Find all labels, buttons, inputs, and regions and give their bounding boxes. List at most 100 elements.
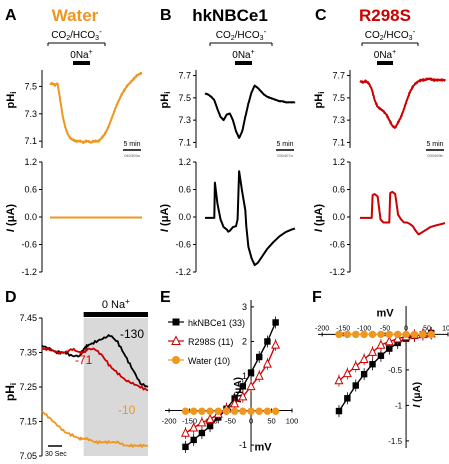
panel-e-point-2 (239, 407, 247, 415)
panel-d-y-tick-label: 7.45 (19, 313, 37, 323)
panel-f-y-axis-label: I (μA) (412, 382, 423, 408)
panel-c-letter: C (315, 7, 327, 24)
panel-e-point-2 (255, 407, 263, 415)
panel-e-y-tick-label: 2 (242, 336, 247, 346)
panel-c-current-tick-label: 0.6 (332, 185, 345, 195)
panel-b-current-trace (205, 170, 296, 267)
panel-d-y-axis-label: pHi (3, 383, 18, 401)
panel-e-point-0 (256, 353, 263, 361)
panel-f-point-2 (343, 330, 352, 339)
panel-e-point-0 (190, 436, 197, 444)
panel-f-x-tick-label: 100 (442, 325, 449, 332)
panel-a-letter: A (5, 7, 17, 24)
panel-f-point-2 (360, 330, 368, 339)
panel-e-point-0 (239, 383, 247, 390)
panel-b-na-label: 0Na+ (232, 49, 254, 61)
panel-f-point-0 (344, 395, 351, 402)
panel-f-x-tick-label: -150 (336, 325, 350, 332)
panel-b-ph-tick-label: 7.3 (178, 115, 191, 125)
panel-e-point-1 (230, 398, 240, 408)
panel-e-point-0 (198, 429, 206, 437)
panel-c-ph-tick-label: 7.5 (332, 93, 345, 103)
panel-e-point-0 (272, 319, 279, 326)
panel-e-legend-label: hkNBCe1 (33) (188, 318, 245, 328)
panel-d-y-tick-label: 7.25 (19, 382, 37, 392)
panel-e-point-1 (271, 339, 281, 349)
panel-e-point-2 (230, 407, 239, 415)
panel-f-point-0 (335, 407, 343, 415)
panel-c-na-label: 0Na+ (374, 49, 396, 61)
panel-f-point-1 (376, 339, 386, 349)
panel-d-y-tick-label: 7.35 (19, 348, 37, 358)
panel-f-point-2 (410, 330, 419, 339)
panel-e-point-0 (247, 369, 255, 376)
panel-e-x-axis-label: mV (254, 442, 272, 454)
panel-e-point-1 (238, 391, 248, 401)
panel-b-title: hkNBCe1 (192, 6, 268, 25)
panel-e-x-tick-label: -200 (162, 417, 177, 426)
panel-d-letter: D (5, 289, 17, 306)
panel-d-series-label: -130 (120, 327, 144, 341)
panel-f-point-2 (419, 330, 427, 339)
panel-b-ph-trace (204, 84, 296, 139)
panel-a-ph-axis-label: pHi (5, 92, 18, 109)
panel-e-point-1 (254, 370, 264, 380)
panel-b-current-tick-label: -1.2 (175, 267, 191, 277)
panel-e-point-2 (247, 407, 255, 415)
panel-e-point-1 (189, 422, 199, 432)
panel-c-na-bar (377, 61, 393, 65)
panel-e-point-2 (198, 407, 206, 415)
panel-a-ph-tick-label: 7.1 (24, 136, 37, 146)
panel-a-scale-id: 040309a (124, 153, 140, 158)
panel-e-point-0 (182, 443, 189, 451)
panel-b-current-tick-label: 0.0 (178, 212, 191, 222)
panel-e-point-2 (206, 407, 214, 415)
panel-d-series-label: -71 (75, 353, 93, 367)
panel-f-x-tick-label: 0 (404, 325, 408, 332)
panel-b-current-tick-label: -0.6 (175, 240, 191, 250)
panel-a-current-tick-label: -0.6 (21, 240, 37, 250)
panel-e-x-tick-label: -150 (182, 417, 197, 426)
panel-a-ph-tick-label: 7.3 (24, 109, 37, 119)
panel-b-letter: B (160, 7, 172, 24)
panel-f-x-axis-label: mV (377, 307, 395, 319)
panel-e-point-1 (246, 381, 256, 391)
panel-f-point-1 (334, 375, 344, 385)
panel-c-current-tick-label: 0.0 (332, 212, 345, 222)
panel-b-ph-axis-label: pHi (159, 92, 172, 109)
panel-f-y-tick-label: -0.5 (388, 366, 402, 375)
panel-a-ph-trace (49, 71, 143, 144)
panel-e-x-tick-label: 0 (249, 417, 253, 426)
panel-e-x-tick-label: 100 (286, 417, 299, 426)
panel-c-current-tick-label: 1.2 (332, 157, 345, 167)
panel-f-point-0 (360, 370, 368, 378)
panel-c-title: R298S (359, 6, 411, 25)
panel-e-legend-label: Water (10) (188, 356, 230, 366)
panel-e-point-2 (222, 407, 231, 415)
panel-c-scale-id: 030409b (427, 153, 443, 158)
panel-e-y-tick-label: 3 (242, 302, 247, 312)
panel-c-scale-bar-label: 5 min (426, 141, 443, 148)
panel-d-y-tick-label: 7.15 (19, 417, 37, 427)
panel-e-point-1 (205, 413, 215, 423)
panel-f-point-1 (342, 368, 352, 378)
panel-a-current-tick-label: 0.6 (24, 185, 37, 195)
panel-f-point-1 (393, 333, 403, 343)
panel-e-point-1 (180, 427, 190, 437)
panel-b-scale-id: 030407a (277, 153, 293, 158)
panel-e-letter: E (160, 289, 171, 306)
panel-b-scale-bar-label: 5 min (276, 141, 293, 148)
panel-f-x-tick-label: -50 (380, 325, 390, 332)
panel-c-ph-tick-label: 7.7 (332, 71, 345, 81)
panel-d-zero-na-label: 0 Na+ (102, 297, 130, 311)
panel-b-current-axis-label: I (μA) (159, 204, 171, 232)
panel-b-co2-label: CO2/HCO3- (216, 27, 267, 42)
panel-a-co2-label: CO2/HCO3- (51, 27, 102, 42)
panel-f-point-0 (377, 352, 385, 359)
panel-f-point-2 (427, 330, 435, 339)
panel-f-point-2 (393, 330, 402, 339)
panel-e-point-2 (263, 407, 272, 415)
panel-e-point-1 (262, 358, 272, 368)
panel-c-current-tick-label: -1.2 (329, 267, 345, 277)
panel-b-ph-tick-label: 7.7 (178, 71, 191, 81)
